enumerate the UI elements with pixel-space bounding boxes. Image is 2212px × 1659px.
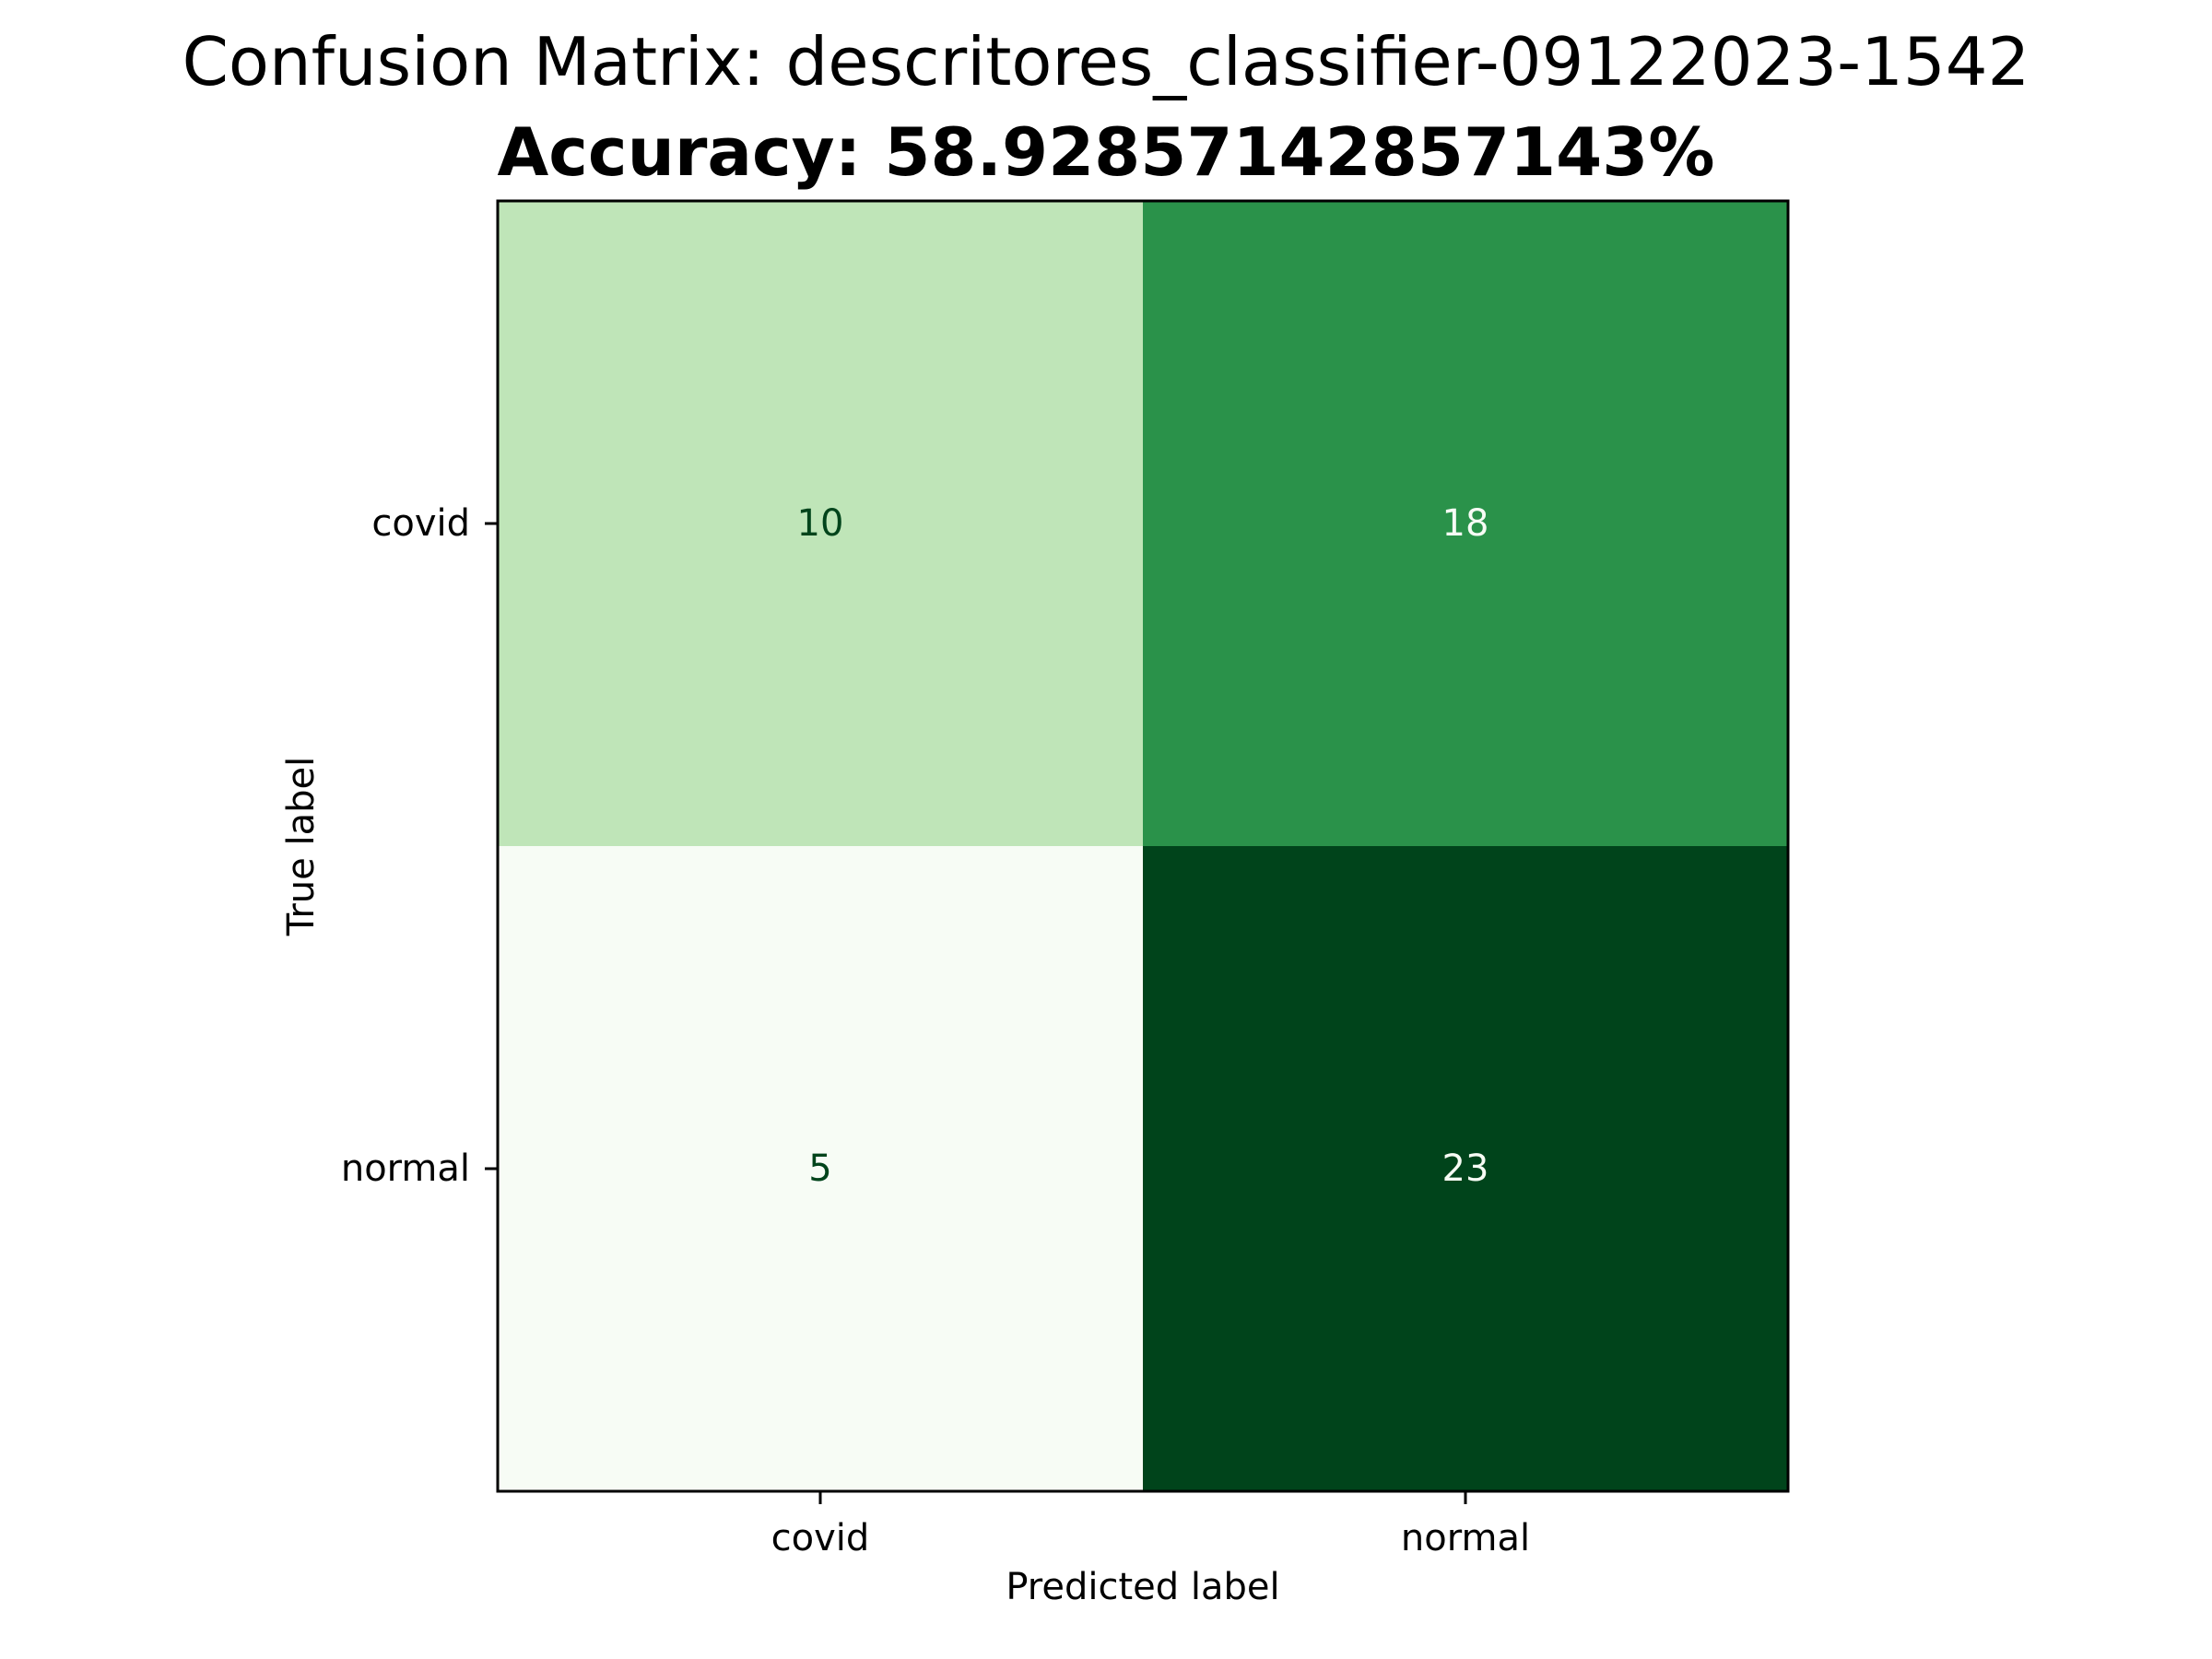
x-axis-label: Predicted label [1006, 1566, 1279, 1608]
y-tick-label: covid [371, 502, 470, 545]
cell-value-label: 18 [1442, 502, 1489, 545]
chart-title: Confusion Matrix: descritores_classifier… [182, 23, 2030, 100]
cell-value-label: 10 [797, 502, 844, 545]
x-axis-ticks: covid normal [771, 1491, 1530, 1559]
matrix-cell [1143, 201, 1789, 847]
cell-value-labels: 10 18 5 23 [797, 502, 1489, 1190]
matrix-cells [498, 201, 1789, 1492]
cell-value-label: 5 [808, 1147, 831, 1190]
cell-value-label: 23 [1442, 1147, 1489, 1190]
chart-subtitle: Accuracy: 58.92857142857143% [498, 113, 1715, 191]
y-tick-label: normal [341, 1147, 470, 1190]
matrix-cell [498, 201, 1144, 847]
y-axis-label: True label [280, 757, 323, 936]
x-tick-label: normal [1401, 1517, 1530, 1559]
matrix-cell [1143, 846, 1789, 1492]
y-axis-ticks: covid normal [341, 502, 498, 1190]
matrix-cell [498, 846, 1144, 1492]
plot-frame [496, 199, 1790, 1493]
x-tick-label: covid [771, 1517, 870, 1559]
